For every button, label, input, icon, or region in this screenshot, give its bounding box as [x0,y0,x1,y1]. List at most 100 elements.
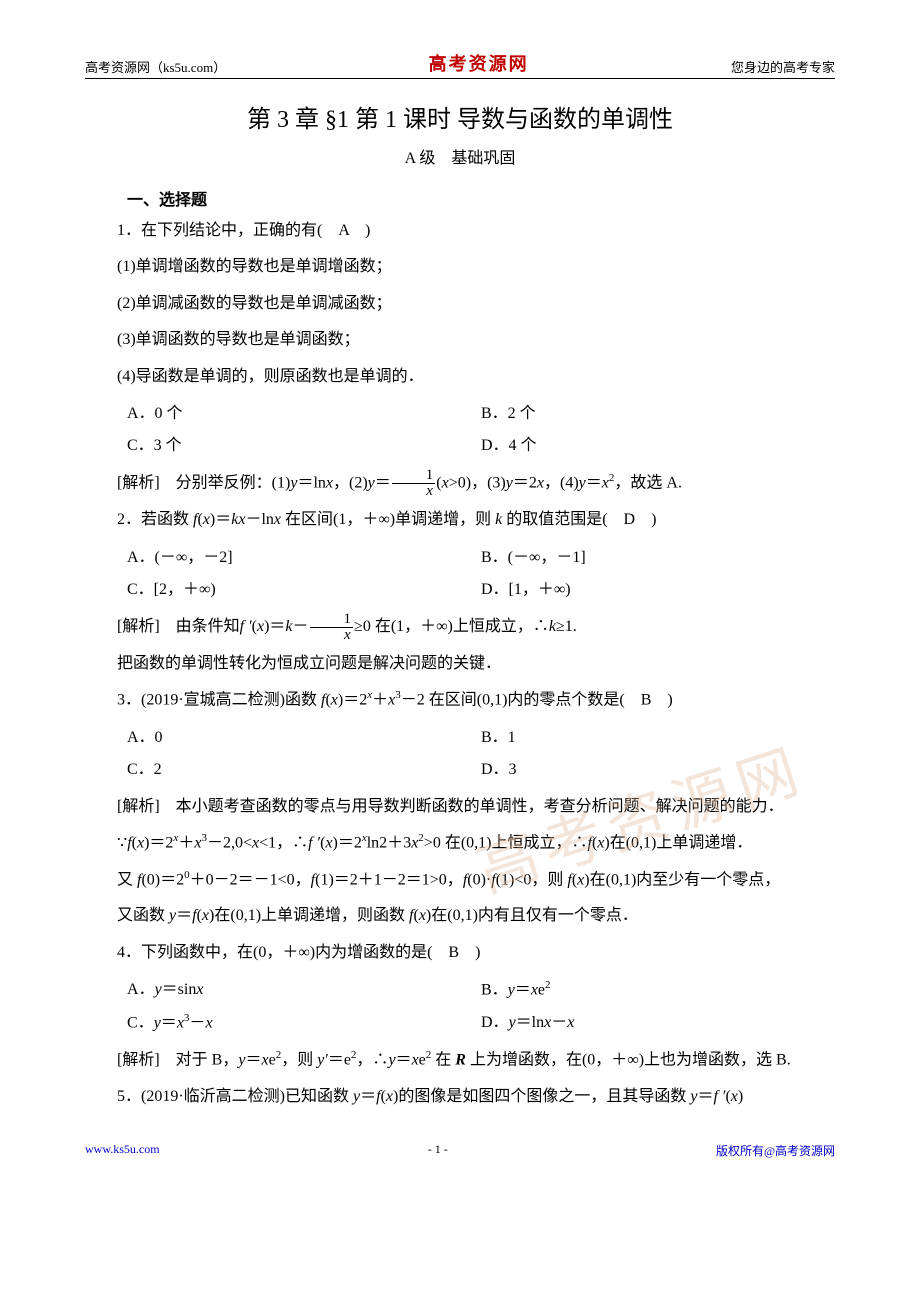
q2-options: A．(－∞，－2] B．(－∞，－1] C．[2，＋∞) D．[1，＋∞) [127,542,835,606]
txt: >0)，(3) [449,474,506,491]
txt: ＝ [176,907,192,924]
var-x: x [325,834,332,851]
txt: ＋0－2＝－1<0， [190,871,311,888]
var-x: x [252,834,259,851]
q1-s3: (3)单调函数的导数也是单调函数； [85,325,835,355]
set-R: R [455,1051,466,1068]
txt: ≥0 在(1，＋∞)上恒成立，∴ [354,618,549,635]
q1-s2: (2)单调减函数的导数也是单调减函数； [85,289,835,319]
txt: ＝sin [162,981,197,998]
var-yprime: y′ [317,1051,328,1068]
q3-options: A．0 B．1 C．2 D．3 [127,722,835,786]
var-fprime: f ′ [308,834,320,851]
txt: － [293,618,309,635]
txt: )在(0,1)内至少有一个零点， [584,871,780,888]
q3-stem: 3．(2019·宣城高二检测)函数 f(x)＝2x＋x3－2 在区间(0,1)内… [85,685,835,716]
txt: －2,0< [207,834,252,851]
txt: ln2＋3 [367,834,411,851]
q1-solution: [解析] 分别举反例：(1)y＝lnx，(2)y＝1x(x>0)，(3)y＝2x… [85,468,835,499]
header-right: 您身边的高考专家 [731,57,835,76]
frac-den: x [392,484,436,499]
q3-sol3: 又 f(0)＝20＋0－2＝－1<0，f(1)＝2＋1－2＝1>0，f(0)·f… [85,865,835,896]
q1-s4: (4)导函数是单调的，则原函数也是单调的． [85,362,835,392]
fraction-1-over-x: 1x [392,468,436,499]
q4-optA: A．y＝sinx [127,974,481,1006]
txt: [解析] 由条件知 [117,618,240,635]
txt: )＝2 [338,691,367,708]
txt: )＝2 [144,834,173,851]
var-y: y [154,1014,161,1031]
q2-note: 把函数的单调性转化为恒成立问题是解决问题的关键． [85,649,835,679]
var-k: k [285,618,292,635]
txt: ，(4) [544,474,579,491]
txt: － [189,1014,205,1031]
var-x: x [531,982,538,999]
var-x: x [326,474,333,491]
logo-text: 高考资源网 [429,54,529,74]
var-x: x [202,907,209,924]
txt: ，(2) [333,474,368,491]
txt: 的取值范围是( D ) [502,511,656,528]
var-x: x [257,618,264,635]
q2-optB: B．(－∞，－1] [481,542,835,574]
txt: ∵ [117,834,127,851]
txt: ＝ln [297,474,325,491]
txt: B． [481,982,508,999]
txt: )＝ [264,618,285,635]
var-x: x [731,1088,738,1105]
var-x: x [537,474,544,491]
var-y: y [506,474,513,491]
txt: ＋ [372,691,388,708]
txt: ＝2 [513,474,537,491]
txt: )在(0,1)上单调递增． [604,834,752,851]
q1-s1: (1)单调增函数的导数也是单调增函数； [85,252,835,282]
var-x: x [177,1014,184,1031]
txt: ＝ [375,474,391,491]
txt: (1)＝2＋1－2＝1>0， [315,871,463,888]
var-x: x [205,1014,212,1031]
txt: >0 在(0,1)上恒成立，∴ [424,834,588,851]
txt: e [538,982,545,999]
var-k: k [549,618,556,635]
txt: )在(0,1)内有且仅有一个零点． [426,907,638,924]
txt: )在(0,1)上单调递增，则函数 [209,907,409,924]
txt: )＝2 [333,834,362,851]
txt: 在 [431,1051,455,1068]
txt: ＝e [328,1051,351,1068]
txt: ＝ [360,1088,376,1105]
txt: D． [481,1014,509,1031]
header-rule [85,78,835,79]
var-x: x [196,981,203,998]
q2-solution: [解析] 由条件知f ′(x)＝k－1x≥0 在(1，＋∞)上恒成立，∴k≥1. [85,612,835,643]
q4-optD: D．y＝lnx－x [481,1007,835,1039]
section-heading: 一、选择题 [127,186,835,210]
txt: ＝ [697,1088,713,1105]
q1-options: A．0 个 B．2 个 C．3 个 D．4 个 [127,398,835,462]
page-footer: www.ks5u.com - 1 - 版权所有@高考资源网 [85,1142,835,1159]
var-x: x [203,511,210,528]
txt: －ln [245,511,273,528]
txt: [解析] 对于 B， [117,1051,238,1068]
q3-sol1: [解析] 本小题考查函数的零点与用导数判断函数的单调性，考查分析问题、解决问题的… [85,792,835,822]
frac-num: 1 [392,468,436,484]
var-x: x [261,1051,268,1068]
txt: 3．(2019·宣城高二检测)函数 [117,691,321,708]
q1-optC: C．3 个 [127,430,481,462]
q1-optD: D．4 个 [481,430,835,462]
txt: e [269,1051,276,1068]
q2-stem: 2．若函数 f(x)＝kx－lnx 在区间(1，＋∞)单调递增，则 k 的取值范… [85,505,835,535]
q1-sol-prefix: [解析] 分别举反例：(1) [117,474,290,491]
q3-optB: B．1 [481,722,835,754]
subtitle: A 级 基础巩固 [85,144,835,168]
var-x: x [419,907,426,924]
q4-solution: [解析] 对于 B，y＝xe2，则 y′＝e2，∴y＝xe2 在 R 上为增函数… [85,1045,835,1076]
footer-left: www.ks5u.com [85,1142,160,1159]
txt: ＝ [161,1014,177,1031]
footer-right: 版权所有@高考资源网 [716,1142,835,1159]
txt: － [551,1014,567,1031]
q2-optD: D．[1，＋∞) [481,574,835,606]
txt: ，∴ [356,1051,388,1068]
q4-optC: C．y＝x3－x [127,1007,481,1039]
var-x: x [331,691,338,708]
fraction-1-over-x: 1x [310,612,354,643]
